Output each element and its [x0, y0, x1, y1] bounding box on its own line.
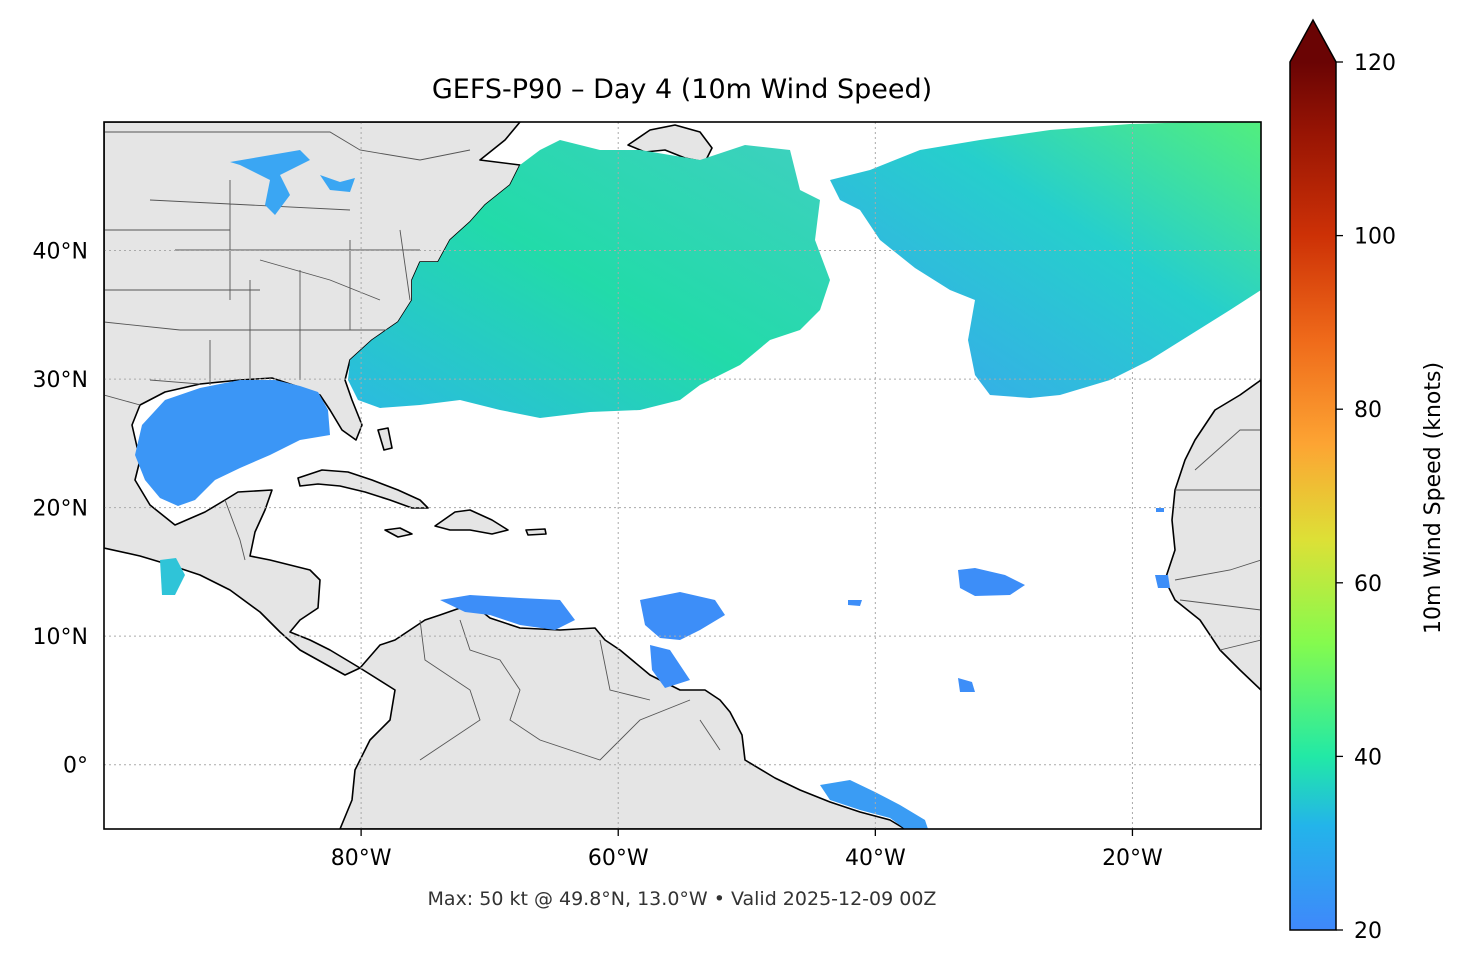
colorbar-tick-label: 80	[1354, 398, 1382, 423]
political-borders	[104, 131, 1261, 761]
longitude-ticks: 80°W 60°W 40°W 20°W	[331, 829, 1163, 871]
lon-tick-label: 40°W	[845, 846, 906, 871]
lat-tick-label: 10°N	[33, 625, 88, 650]
wind-layer	[135, 122, 1261, 829]
colorbar-gradient	[1290, 62, 1336, 930]
lat-tick-label: 20°N	[33, 497, 88, 522]
lat-tick-label: 0°	[63, 754, 88, 779]
gulf-of-mexico-wind-area	[135, 380, 330, 506]
lon-tick-label: 80°W	[331, 846, 392, 871]
canada-us-border	[104, 131, 471, 161]
state-lines	[104, 180, 420, 385]
latitude-ticks: 0° 10°N 20°N 30°N 40°N	[33, 240, 88, 779]
map-frame	[103, 121, 1262, 830]
colorbar-tick-label: 100	[1354, 225, 1396, 250]
colorbar-extend-arrow	[1290, 20, 1336, 62]
puerto-rico-island	[525, 528, 547, 536]
map-area	[104, 122, 1261, 829]
colorbar-tick-label: 60	[1354, 572, 1382, 597]
colorbar-tick-label: 40	[1354, 745, 1382, 770]
max-annotation: Max: 50 kt @ 49.8°N, 13.0°W • Valid 2025…	[428, 888, 937, 910]
colorbar-ticks: 20 40 60 80 100 120	[1336, 51, 1396, 944]
africa-borders	[1174, 429, 1261, 651]
colorbar-tick-label: 20	[1354, 919, 1382, 944]
colorbar-outline	[1289, 18, 1337, 931]
lat-tick-label: 40°N	[33, 240, 88, 265]
jamaica-island	[384, 527, 413, 538]
africa-land	[1164, 379, 1261, 691]
south-america-borders	[419, 619, 721, 761]
northwest-atlantic-wind-band	[348, 140, 830, 418]
colorbar-tick-label: 120	[1354, 51, 1396, 76]
map-title: GEFS-P90 – Day 4 (10m Wind Speed)	[432, 74, 932, 105]
northeast-atlantic-wind-band	[830, 122, 1261, 398]
pacific-coast-wind-patch	[160, 558, 185, 595]
bahamas-island	[377, 427, 393, 451]
caribbean-wind-patches	[440, 592, 725, 688]
great-lakes-wind-area	[230, 150, 355, 215]
mexico-border	[104, 394, 246, 561]
newfoundland-island	[627, 124, 713, 163]
colorbar: 20 40 60 80 100 120 10m Wind Speed (knots)	[1289, 18, 1446, 944]
lon-tick-label: 60°W	[588, 846, 649, 871]
south-america-land	[339, 605, 906, 829]
colorbar-label: 10m Wind Speed (knots)	[1421, 362, 1446, 634]
brazil-coast-wind-patch	[820, 780, 928, 829]
lat-tick-label: 30°N	[33, 368, 88, 393]
hispaniola-island	[434, 509, 509, 535]
lon-tick-label: 20°W	[1102, 846, 1163, 871]
